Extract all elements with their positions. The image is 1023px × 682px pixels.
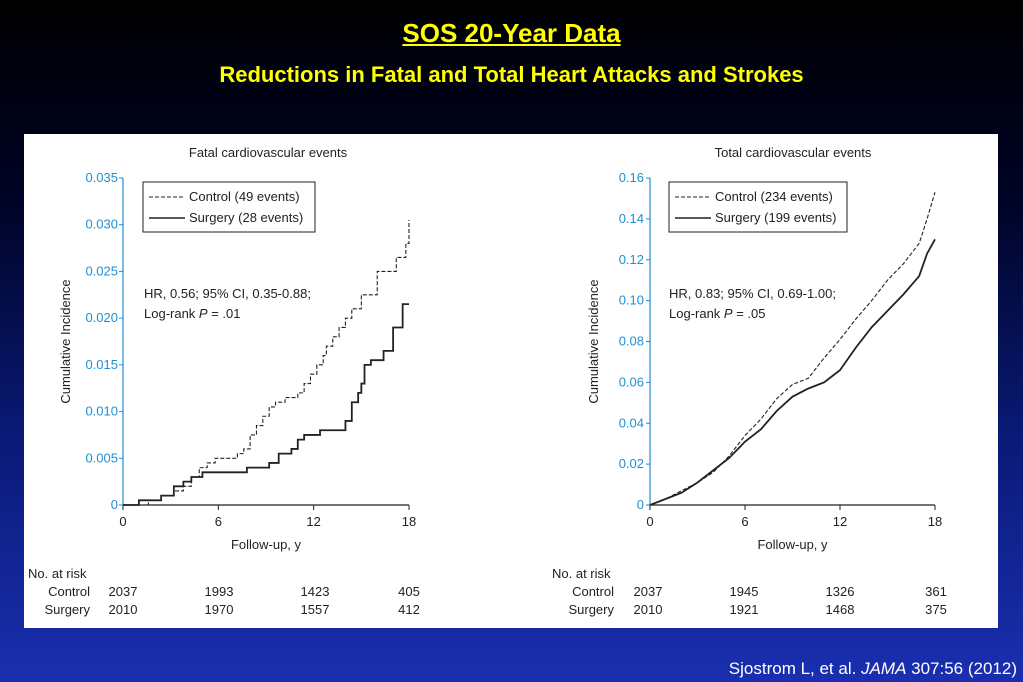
fatal-annotation-p: P: [199, 306, 208, 321]
fatal-y-tick-label: 0.005: [85, 450, 118, 465]
total-annotation-hr: HR, 0.83; 95% CI, 0.69-1.00;: [669, 286, 836, 301]
total-risk-row-label: Surgery: [568, 602, 614, 617]
fatal-y-tick-label: 0.030: [85, 217, 118, 232]
fatal-risk-cell: 405: [398, 584, 420, 599]
total-y-axis-label: Cumulative Incidence: [586, 279, 601, 403]
total-x-tick-label: 18: [928, 514, 942, 529]
fatal-y-tick-label: 0.025: [85, 263, 118, 278]
fatal-risk-cell: 2037: [109, 584, 138, 599]
fatal-risk-row-label: Control: [48, 584, 90, 599]
total-annotation-suffix: = .05: [733, 306, 766, 321]
slide-subtitle: Reductions in Fatal and Total Heart Atta…: [219, 62, 804, 87]
fatal-legend-box: [142, 181, 316, 233]
fatal-x-axis-label: Follow-up, y: [231, 537, 302, 552]
total-risk-header: No. at risk: [552, 566, 611, 581]
total-x-tick-label: 0: [646, 514, 653, 529]
total-x-axis-label: Follow-up, y: [757, 537, 828, 552]
total-risk-row-label: Control: [572, 584, 614, 599]
fatal-risk-cell: 1557: [301, 602, 330, 617]
fatal-x-tick-label: 6: [215, 514, 222, 529]
fatal-annotation-prefix: Log-rank: [144, 306, 199, 321]
fatal-risk-cell: 1423: [301, 584, 330, 599]
fatal-y-tick-label: 0: [111, 497, 118, 512]
fatal-x-tick-label: 0: [119, 514, 126, 529]
fatal-risk-header: No. at risk: [28, 566, 87, 581]
fatal-annotation-logrank: Log-rank P = .01: [144, 306, 240, 321]
total-legend-box: [668, 181, 848, 233]
total-y-tick-label: 0.14: [619, 211, 644, 226]
total-risk-cell: 1945: [730, 584, 759, 599]
total-risk-cell: 2037: [634, 584, 663, 599]
total-risk-cell: 361: [925, 584, 947, 599]
citation-journal: JAMA: [861, 659, 907, 678]
total-series-surgery-line: [649, 238, 936, 506]
total-y-tick-label: 0: [637, 497, 644, 512]
total-x-tick-label: 6: [741, 514, 748, 529]
fatal-y-tick-label: 0.035: [85, 170, 118, 185]
km-curves-figure: Fatal cardiovascular events 0 0.005 0.010 0.…: [28, 145, 947, 617]
total-risk-cell: 2010: [634, 602, 663, 617]
fatal-x-tick-label: 12: [306, 514, 320, 529]
total-annotation-logrank: Log-rank P = .05: [669, 306, 765, 321]
citation-prefix: Sjostrom L, et al.: [728, 659, 862, 678]
fatal-y-tick-label: 0.010: [85, 404, 118, 419]
total-legend-label: Control (234 events): [715, 189, 833, 204]
fatal-series-control-line: [123, 220, 410, 506]
total-y-tick-label: 0.02: [619, 456, 644, 471]
total-chart-title: Total cardiovascular events: [715, 145, 872, 160]
total-risk-cell: 1326: [826, 584, 855, 599]
total-y-tick-label: 0.04: [619, 415, 644, 430]
total-risk-cell: 375: [925, 602, 947, 617]
fatal-annotation-suffix: = .01: [208, 306, 241, 321]
fatal-series-surgery-line: [123, 303, 409, 506]
total-x-tick-label: 12: [833, 514, 847, 529]
fatal-chart-title: Fatal cardiovascular events: [189, 145, 348, 160]
total-series-control-line: [649, 192, 936, 506]
fatal-risk-cell: 1970: [205, 602, 234, 617]
citation-suffix: 307:56 (2012): [906, 659, 1017, 678]
total-risk-cell: 1468: [826, 602, 855, 617]
fatal-risk-cell: 2010: [109, 602, 138, 617]
fatal-x-tick-label: 18: [402, 514, 416, 529]
total-legend-label: Surgery (199 events): [715, 210, 836, 225]
total-annotation-p: P: [724, 306, 733, 321]
fatal-risk-cell: 412: [398, 602, 420, 617]
total-y-tick-label: 0.08: [619, 334, 644, 349]
total-y-tick-label: 0.06: [619, 374, 644, 389]
fatal-y-axis-label: Cumulative Incidence: [58, 279, 73, 403]
fatal-legend-label: Surgery (28 events): [189, 210, 303, 225]
fatal-risk-row-label: Surgery: [44, 602, 90, 617]
fatal-risk-cell: 1993: [205, 584, 234, 599]
total-risk-cell: 1921: [730, 602, 759, 617]
fatal-y-tick-label: 0.020: [85, 310, 118, 325]
total-annotation-prefix: Log-rank: [669, 306, 724, 321]
citation: Sjostrom L, et al. JAMA 307:56 (2012): [729, 659, 1017, 679]
fatal-legend-label: Control (49 events): [189, 189, 300, 204]
fatal-y-tick-label: 0.015: [85, 357, 118, 372]
total-y-tick-label: 0.16: [619, 170, 644, 185]
figure-panel: Fatal cardiovascular events 0 0.005 0.010 0.…: [24, 134, 998, 628]
fatal-annotation-hr: HR, 0.56; 95% CI, 0.35-0.88;: [144, 286, 311, 301]
total-y-tick-label: 0.10: [619, 293, 644, 308]
total-y-tick-label: 0.12: [619, 252, 644, 267]
slide-title: SOS 20-Year Data: [402, 18, 621, 48]
